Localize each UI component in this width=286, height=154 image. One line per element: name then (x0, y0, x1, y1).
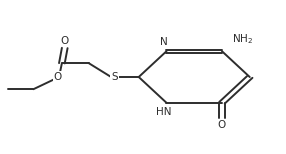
Text: HN: HN (156, 107, 171, 117)
Text: O: O (61, 36, 69, 46)
Text: O: O (53, 72, 62, 82)
Text: S: S (111, 72, 118, 82)
Text: N: N (160, 37, 168, 47)
Text: O: O (218, 120, 226, 130)
Text: NH$_2$: NH$_2$ (232, 32, 253, 46)
